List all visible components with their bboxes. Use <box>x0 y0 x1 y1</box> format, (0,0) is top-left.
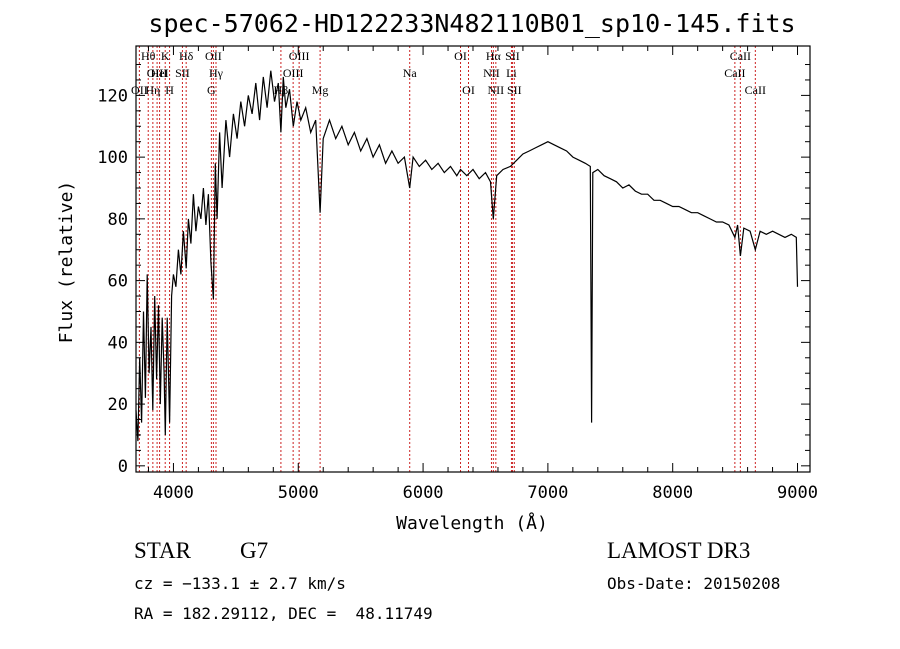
x-tick-label: 8000 <box>652 483 693 503</box>
spectral-line-label: Hγ <box>209 66 224 80</box>
spectral-line-label: OI <box>454 49 467 63</box>
spectral-line-label: K <box>161 49 170 63</box>
spectral-line-label: OII <box>205 49 222 63</box>
y-tick-label: 20 <box>108 395 128 415</box>
spectral-line-label: Hη <box>145 83 160 97</box>
spectral-line-label: NII <box>488 83 505 97</box>
spectral-line-label: OIII <box>289 49 310 63</box>
spectral-line-label: SII <box>507 83 522 97</box>
y-axis-label: Flux (relative) <box>56 181 77 344</box>
spectral-line-label: G <box>207 83 216 97</box>
x-axis-label: Wavelength (Å) <box>396 512 548 534</box>
spectral-line-label: Hδ <box>179 49 194 63</box>
redshift-cz: cz = −133.1 ± 2.7 km/s <box>134 574 346 593</box>
observation-date: Obs-Date: 20150208 <box>607 574 781 593</box>
spectral-line-label: OIII <box>283 66 304 80</box>
y-tick-label: 40 <box>108 333 128 353</box>
x-tick-label: 5000 <box>278 483 319 503</box>
object-subclass: G7 <box>240 538 269 563</box>
spectral-line-markers <box>138 46 756 472</box>
y-tick-label: 120 <box>97 86 128 106</box>
y-tick-label: 0 <box>118 457 128 477</box>
survey-label: LAMOST DR3 <box>607 538 751 563</box>
spectral-line-label: Mg <box>312 83 329 97</box>
spectral-line-label: OI <box>462 83 475 97</box>
spectral-line-label: H <box>165 83 174 97</box>
x-tick-label: 7000 <box>527 483 568 503</box>
y-tick-label: 80 <box>108 210 128 230</box>
plot-frame <box>135 45 811 473</box>
chart-title: spec-57062-HD122233N482110B01_sp10-145.f… <box>148 9 795 38</box>
spectral-line-label: Na <box>403 66 418 80</box>
spectral-line-label: SII <box>505 49 520 63</box>
spectral-line-label: SII <box>175 66 190 80</box>
x-tick-label: 4000 <box>153 483 194 503</box>
spectral-line-label: Hθ <box>141 49 156 63</box>
x-tick-label: 9000 <box>777 483 818 503</box>
spectral-line-label: OII <box>131 83 148 97</box>
coordinates: RA = 182.29112, DEC = 48.11749 <box>134 604 433 623</box>
y-tick-label: 60 <box>108 272 128 292</box>
y-axis-ticks: 0 20 40 60 80 100 120 <box>97 64 810 477</box>
spectrum-series-line <box>135 70 799 442</box>
spectral-line-label: NII <box>483 66 500 80</box>
object-class: STAR <box>134 538 191 563</box>
spectral-line-label: Li <box>506 66 517 80</box>
spectral-line-label: CaII <box>730 49 751 63</box>
spectral-line-label: CaII <box>745 83 766 97</box>
x-axis-ticks: 4000 5000 6000 7000 8000 9000 <box>147 46 818 503</box>
x-tick-label: 6000 <box>403 483 444 503</box>
y-tick-label: 100 <box>97 148 128 168</box>
spectral-line-label: CaII <box>724 66 745 80</box>
spectral-line-label: HeI <box>151 66 169 80</box>
spectral-line-label: Hα <box>486 49 502 63</box>
spectral-line-label: OIII <box>147 66 168 80</box>
